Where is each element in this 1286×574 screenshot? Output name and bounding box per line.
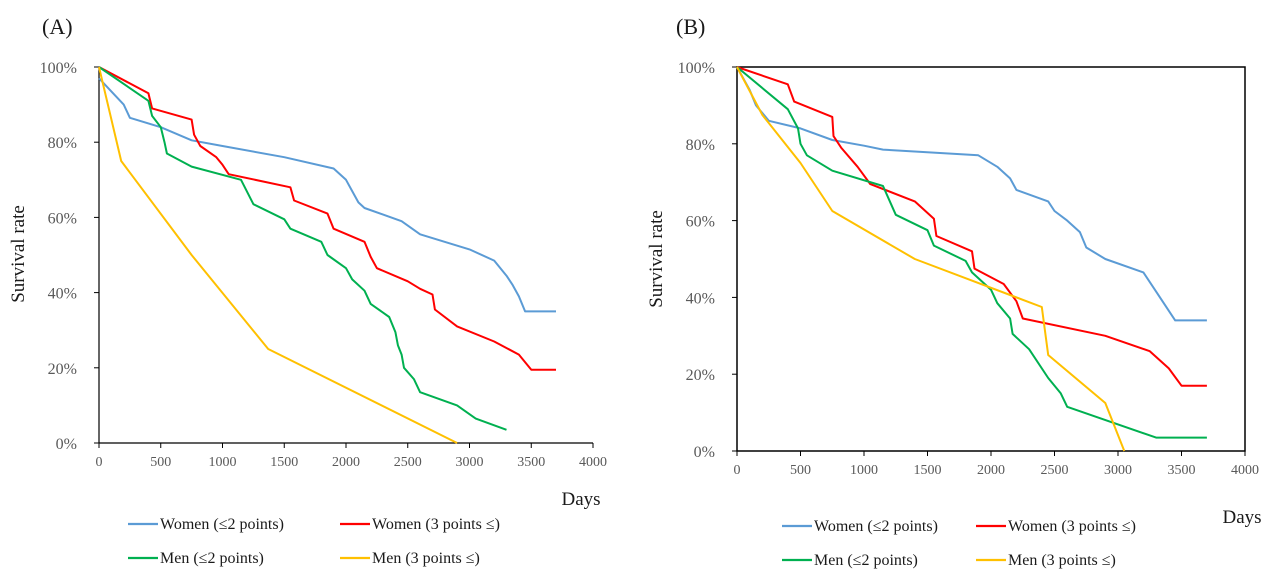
- x-tick-label: 4000: [1231, 463, 1259, 478]
- series-line-3: [98, 66, 507, 431]
- x-tick-label: 3500: [517, 455, 545, 470]
- legend-entry-label: Women (≤2 points): [814, 518, 938, 535]
- x-tick-label: 1000: [850, 463, 878, 478]
- series-line-2: [98, 66, 556, 371]
- x-tick-label: 2000: [332, 455, 360, 470]
- legend-entry-label: Women (≤2 points): [160, 516, 284, 533]
- x-tick-label: 3500: [1168, 463, 1196, 478]
- legend-entry-label: Men (≤2 points): [160, 550, 264, 567]
- x-tick-label: 500: [790, 463, 811, 478]
- y-tick-label: 60%: [48, 210, 77, 227]
- legend-entry-label: Women (3 points ≤): [1008, 518, 1136, 535]
- x-axis-title: Days: [561, 489, 600, 510]
- series-line-1: [98, 77, 556, 313]
- legend-entry-label: Men (3 points ≤): [372, 550, 480, 567]
- panel-label: (A): [42, 14, 73, 39]
- y-tick-label: 0%: [694, 444, 715, 461]
- x-tick-label: 3000: [1104, 463, 1132, 478]
- series-line-4: [98, 66, 458, 444]
- x-tick-label: 0: [96, 455, 103, 470]
- y-tick-label: 20%: [48, 361, 77, 378]
- y-tick-label: 0%: [56, 436, 77, 453]
- x-tick-label: 1000: [209, 455, 237, 470]
- y-tick-label: 100%: [40, 60, 77, 77]
- x-tick-label: 1500: [914, 463, 942, 478]
- y-axis-title: Survival rate: [8, 205, 29, 303]
- chart-panel-a: (A) 0 500 1000 1500 2000 2500 3000 3500 4000 0% 20…: [0, 0, 640, 574]
- panel-label: (B): [676, 14, 706, 39]
- survival-chart-a: 0 500 1000 1500 2000 2500 3000 3500 4000 0% 20% 40%…: [8, 60, 607, 567]
- y-tick-label: 80%: [48, 135, 77, 152]
- y-tick-label: 100%: [678, 60, 715, 77]
- x-tick-label: 2500: [1041, 463, 1069, 478]
- x-tick-label: 2500: [394, 455, 422, 470]
- x-tick-label: 2000: [977, 463, 1005, 478]
- y-tick-label: 40%: [48, 286, 77, 303]
- series-line-4: [736, 66, 1126, 452]
- x-tick-label: 1500: [270, 455, 298, 470]
- series-line-1: [736, 66, 1207, 322]
- y-tick-label: 80%: [686, 137, 715, 154]
- y-tick-label: 20%: [686, 367, 715, 384]
- legend-entry-label: Men (3 points ≤): [1008, 552, 1116, 569]
- x-tick-label: 500: [150, 455, 171, 470]
- survival-chart-b: 0 500 1000 1500 2000 2500 3000 3500 4000 0% 20% 40%…: [646, 60, 1262, 569]
- series-line-2: [736, 66, 1207, 387]
- y-tick-label: 40%: [686, 290, 715, 307]
- x-axis-title: Days: [1222, 507, 1261, 528]
- legend-entry-label: Women (3 points ≤): [372, 516, 500, 533]
- chart-panel-b: (B) 0 500 1000 1500 2000 2500 3000 3500 4000 0% 20…: [640, 0, 1286, 574]
- x-tick-label: 0: [734, 463, 741, 478]
- x-tick-label: 4000: [579, 455, 607, 470]
- y-tick-label: 60%: [686, 214, 715, 231]
- x-tick-label: 3000: [456, 455, 484, 470]
- y-axis-title: Survival rate: [646, 210, 667, 308]
- legend-entry-label: Men (≤2 points): [814, 552, 918, 569]
- plot-frame: [736, 66, 1246, 452]
- series-line-3: [736, 66, 1207, 439]
